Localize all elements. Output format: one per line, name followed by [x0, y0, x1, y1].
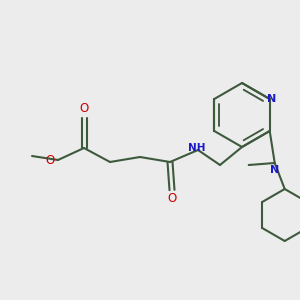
Text: O: O: [45, 154, 55, 166]
Text: O: O: [80, 103, 88, 116]
Text: O: O: [167, 193, 177, 206]
Text: NH: NH: [188, 143, 206, 153]
Text: N: N: [267, 94, 276, 104]
Text: N: N: [270, 165, 279, 175]
